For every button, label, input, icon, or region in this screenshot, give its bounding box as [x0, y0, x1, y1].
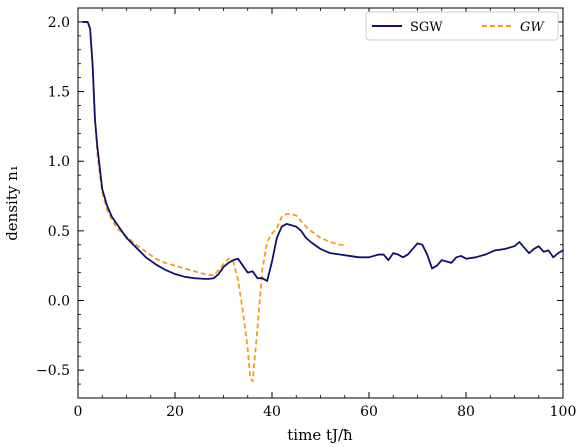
legend: SGW GW — [365, 11, 559, 41]
y-tick-label: 0.0 — [48, 294, 70, 310]
series-line-sgw — [81, 21, 564, 282]
y-tick-label: −0.5 — [36, 363, 70, 379]
legend-label-gw: GW — [520, 20, 545, 35]
x-axis-title: time tJ/ħ — [287, 426, 353, 444]
y-tick-label: 2.0 — [48, 15, 70, 31]
y-tick-label: 1.5 — [48, 85, 70, 101]
series-layer — [81, 21, 564, 383]
x-tick-label: 100 — [550, 404, 577, 420]
x-tick-label: 80 — [457, 404, 475, 420]
axis-tick-labels: 0 20 40 60 80 100 −0.5 0.0 0.5 1.0 1.5 2.0 — [36, 15, 576, 420]
x-tick-label: 0 — [74, 404, 83, 420]
y-tick-label: 1.0 — [48, 154, 70, 170]
y-axis-title: density n₁ — [3, 165, 21, 241]
x-tick-label: 20 — [166, 404, 184, 420]
legend-box — [365, 11, 559, 41]
legend-label-sgw: SGW — [410, 20, 443, 35]
series-line-gw — [82, 21, 345, 383]
x-tick-label: 40 — [263, 404, 281, 420]
axis-ticks — [77, 8, 564, 398]
x-tick-label: 60 — [360, 404, 378, 420]
plot-frame — [77, 7, 564, 399]
y-tick-label: 0.5 — [48, 224, 70, 240]
